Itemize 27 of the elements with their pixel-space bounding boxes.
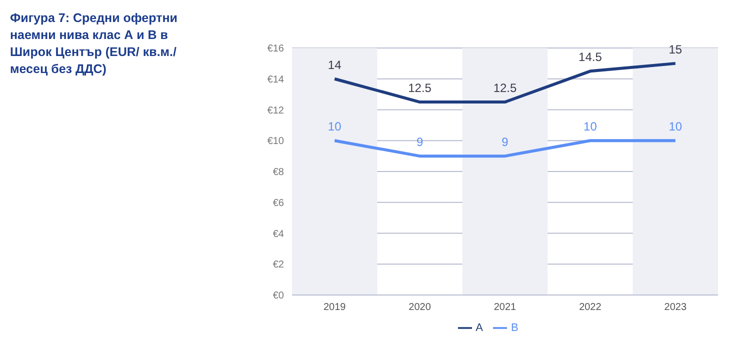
- data-label: 15: [668, 42, 682, 56]
- data-label: 10: [584, 120, 598, 134]
- data-label: 14.5: [578, 50, 602, 64]
- legend-label: A: [476, 322, 483, 334]
- y-tick-label: €6: [272, 198, 284, 209]
- x-tick-label: 2023: [664, 302, 687, 314]
- y-tick-label: €2: [272, 260, 284, 271]
- y-tick-label: €4: [272, 228, 284, 240]
- y-tick-label: €12: [267, 105, 284, 116]
- data-label: 12.5: [408, 81, 432, 96]
- data-label: 12.5: [493, 81, 517, 96]
- data-label: 10: [668, 120, 682, 134]
- y-tick-label: €8: [272, 167, 284, 178]
- legend-label: B: [511, 322, 518, 334]
- y-tick-label: €0: [272, 290, 284, 302]
- y-tick-label: €16: [267, 44, 284, 55]
- x-tick-label: 2022: [579, 302, 602, 314]
- y-tick-label: €10: [267, 136, 284, 148]
- data-label: 9: [502, 135, 509, 150]
- x-tick-label: 2019: [323, 302, 346, 314]
- y-tick-label: €14: [267, 74, 284, 86]
- x-tick-label: 2021: [494, 302, 517, 314]
- data-label: 9: [416, 135, 424, 150]
- data-label: 10: [328, 120, 342, 134]
- text: Фигура 7: Средни офертни наемни нива клас А и В в Широк Център (EUR/ кв.м./ месец без ДДС): [10, 10, 178, 78]
- x-tick-label: 2020: [408, 302, 432, 314]
- data-label: 14: [328, 58, 342, 72]
